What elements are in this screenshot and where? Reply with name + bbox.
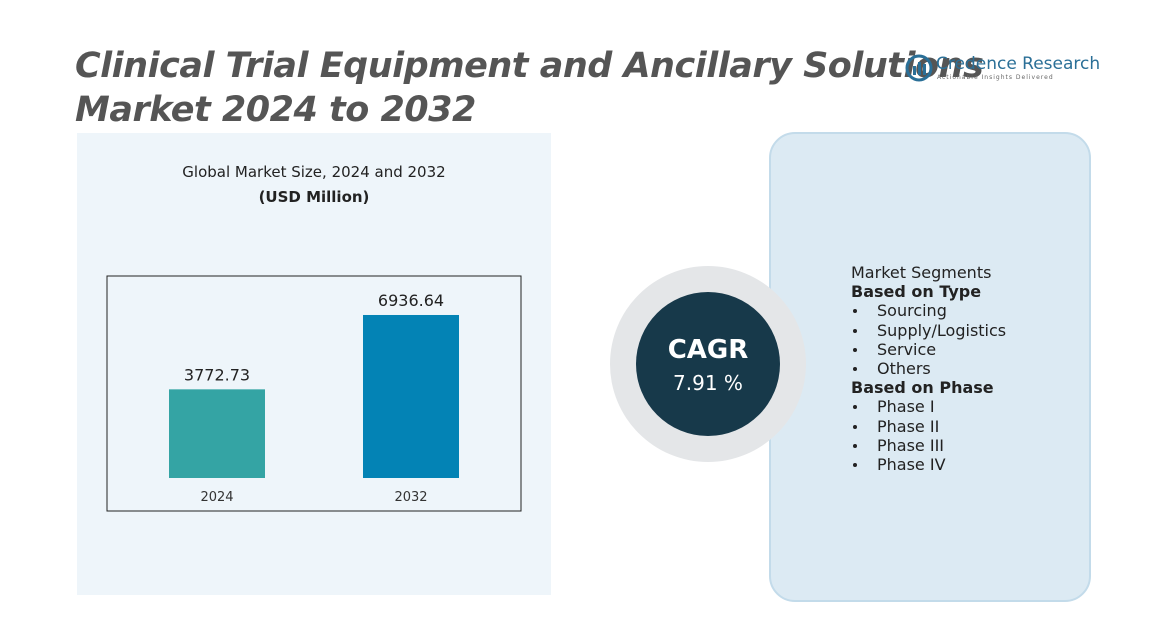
segment-item: Others: [851, 359, 1006, 378]
segment-item: Supply/Logistics: [851, 321, 1006, 340]
bar: [363, 314, 459, 478]
segment-item: Phase III: [851, 436, 1006, 455]
chart-panel: [77, 133, 551, 595]
chart-subtitle: (USD Million): [258, 188, 370, 206]
x-tick-label: 2024: [200, 490, 233, 505]
cagr-label: CAGR: [668, 335, 749, 365]
segment-item: Phase I: [851, 397, 1006, 416]
segment-group: Based on Phase: [851, 378, 994, 398]
x-tick-label: 2032: [394, 490, 427, 505]
segment-item: Sourcing: [851, 301, 1006, 320]
title: Clinical Trial Equipment and Ancillary S…: [75, 46, 984, 86]
bar: [169, 389, 265, 478]
logo-name: Credence Research: [936, 54, 1101, 74]
segment-item: Phase II: [851, 417, 1006, 436]
cagr-value: 7.91 %: [673, 371, 743, 395]
segments-title: Market Segments: [851, 263, 992, 282]
logo-icon: [905, 54, 933, 82]
segments: Market Segments Based on Type Sourcing Sup…: [851, 263, 1006, 474]
segment-group: Based on Type: [851, 282, 982, 302]
logo-tagline: Actionable Insights Delivered: [937, 74, 1054, 81]
title: Market 2024 to 2032: [75, 90, 476, 130]
data-label: 3772.73: [184, 365, 250, 384]
plot-frame: [106, 275, 522, 512]
segments-panel: [769, 132, 1091, 602]
chart-title: Global Market Size, 2024 and 2032: [182, 163, 446, 181]
segment-item: Service: [851, 340, 1006, 359]
segment-item: Phase IV: [851, 455, 1006, 474]
data-label: 6936.64: [378, 291, 444, 310]
cagr-circle: [636, 292, 780, 436]
